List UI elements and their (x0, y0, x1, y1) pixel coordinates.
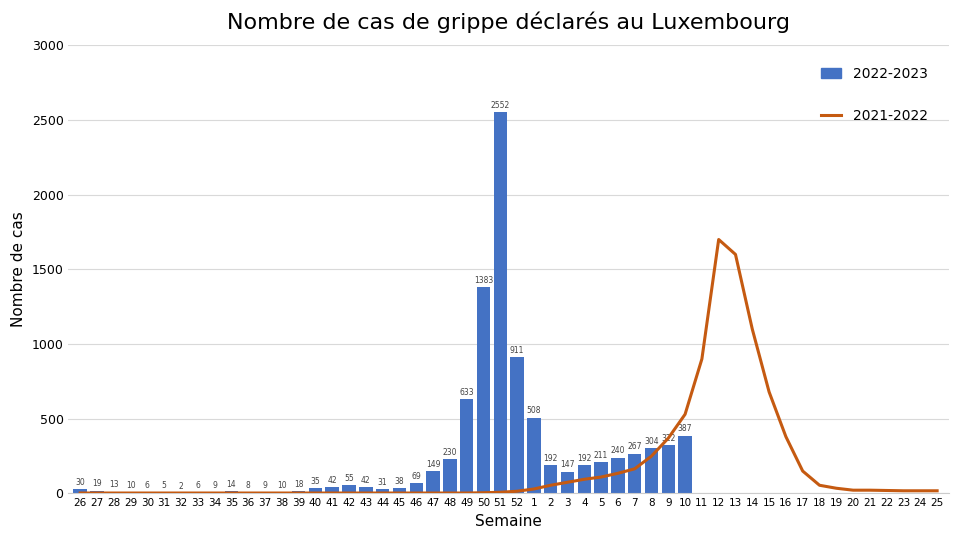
Bar (493, 112, 507, 494)
Legend: 2022-2023, 2021-2022: 2022-2023, 2021-2022 (815, 61, 933, 128)
Bar (124, 492, 137, 494)
Bar (477, 287, 491, 494)
Text: 387: 387 (678, 424, 692, 434)
Bar (309, 488, 323, 494)
Text: 304: 304 (644, 437, 659, 446)
Bar (661, 446, 675, 494)
Text: 10: 10 (277, 481, 287, 490)
Text: 10: 10 (126, 481, 135, 490)
Bar (108, 491, 121, 494)
Bar (242, 492, 255, 494)
Text: 55: 55 (344, 474, 354, 483)
Text: 192: 192 (577, 454, 591, 463)
Text: 30: 30 (75, 478, 85, 487)
Bar (578, 465, 591, 494)
Bar (157, 492, 171, 494)
Text: 69: 69 (411, 472, 421, 481)
Bar (359, 487, 372, 494)
Bar (612, 457, 625, 494)
Bar (410, 483, 423, 494)
Text: 633: 633 (459, 388, 474, 397)
Text: 2552: 2552 (491, 101, 510, 110)
Bar (276, 492, 289, 494)
Text: 6: 6 (195, 481, 201, 490)
Text: 211: 211 (594, 451, 609, 460)
Text: 1383: 1383 (474, 275, 493, 285)
Bar (645, 448, 659, 494)
Text: 5: 5 (161, 482, 167, 490)
Text: 267: 267 (628, 442, 642, 451)
Text: 911: 911 (510, 346, 524, 355)
Text: 31: 31 (378, 477, 388, 487)
Bar (393, 488, 406, 494)
Title: Nombre de cas de grippe déclarés au Luxembourg: Nombre de cas de grippe déclarés au Luxe… (228, 11, 790, 32)
Bar (527, 417, 540, 494)
Text: 147: 147 (561, 460, 575, 469)
Text: 18: 18 (294, 480, 303, 489)
Bar (191, 492, 204, 494)
Bar (208, 492, 222, 494)
Bar (292, 491, 305, 494)
Bar (258, 492, 272, 494)
Text: 14: 14 (227, 480, 236, 489)
Text: 9: 9 (263, 481, 268, 490)
Bar (376, 489, 390, 494)
Bar (225, 491, 238, 494)
Text: 149: 149 (426, 460, 441, 469)
Text: 35: 35 (310, 477, 321, 486)
Bar (343, 485, 356, 494)
Text: 322: 322 (661, 434, 676, 443)
Text: 42: 42 (327, 476, 337, 485)
Bar (325, 487, 339, 494)
Text: 2: 2 (179, 482, 183, 491)
Text: 240: 240 (611, 447, 625, 455)
Text: 9: 9 (212, 481, 217, 490)
Text: 19: 19 (92, 480, 102, 488)
Bar (628, 454, 641, 494)
X-axis label: Semaine: Semaine (475, 514, 542, 529)
Text: 508: 508 (527, 406, 541, 415)
Bar (544, 465, 558, 494)
Bar (90, 491, 104, 494)
Text: 192: 192 (543, 454, 558, 463)
Text: 13: 13 (108, 480, 119, 489)
Bar (460, 399, 473, 494)
Bar (511, 357, 524, 494)
Text: 42: 42 (361, 476, 371, 485)
Y-axis label: Nombre de cas: Nombre de cas (12, 212, 26, 327)
Bar (679, 436, 692, 494)
Bar (426, 471, 440, 494)
Bar (74, 489, 87, 494)
Text: 230: 230 (443, 448, 457, 457)
Bar (594, 462, 608, 494)
Bar (141, 492, 155, 494)
Text: 38: 38 (395, 477, 404, 485)
Text: 6: 6 (145, 481, 150, 490)
Bar (444, 459, 457, 494)
Text: 8: 8 (246, 481, 251, 490)
Bar (561, 471, 574, 494)
